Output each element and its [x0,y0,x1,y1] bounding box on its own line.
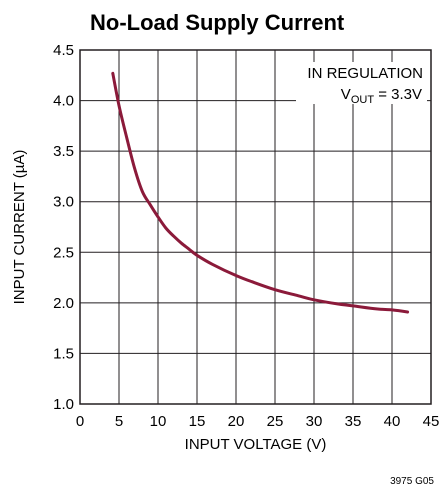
x-tick-label: 40 [384,413,401,430]
y-tick-label: 2.0 [53,295,74,312]
x-tick-label: 45 [423,413,440,430]
x-tick-label: 0 [76,413,84,430]
y-tick-label: 1.0 [53,396,74,413]
x-tick-label: 30 [306,413,323,430]
y-tick-label: 1.5 [53,345,74,362]
y-tick-label: 2.5 [53,244,74,261]
y-tick-label: 4.0 [53,93,74,110]
plot-frame [79,49,432,405]
series-line-input-current [111,71,410,314]
x-tick-label: 25 [267,413,284,430]
y-tick-label: 3.0 [53,194,74,211]
x-axis-label: INPUT VOLTAGE (V) [185,436,327,453]
x-tick-label: 35 [345,413,362,430]
x-tick-label: 20 [228,413,245,430]
x-tick-label: 5 [115,413,123,430]
y-tick-label: 4.5 [53,42,74,59]
y-tick-label: 3.5 [53,143,74,160]
y-axis-label: INPUT CURRENT (µA) [11,150,28,305]
annotation-vout-value: = 3.3V [374,86,422,103]
annotation-vout: VOUT = 3.3V [341,86,422,106]
annotation-vout-v: V [341,86,351,103]
x-tick-label: 10 [150,413,167,430]
chart-title: No-Load Supply Current [90,10,345,35]
annotation-background [296,62,427,104]
annotation-vout-sub: OUT [351,94,375,106]
x-tick-labels: 0 5 10 15 20 25 30 35 40 45 [76,413,440,430]
figure-id: 3975 G05 [390,476,434,487]
y-tick-labels: 1.0 1.5 2.0 2.5 3.0 3.5 4.0 4.5 [53,42,74,413]
x-tick-label: 15 [189,413,206,430]
annotation-in-regulation: IN REGULATION [307,65,423,82]
